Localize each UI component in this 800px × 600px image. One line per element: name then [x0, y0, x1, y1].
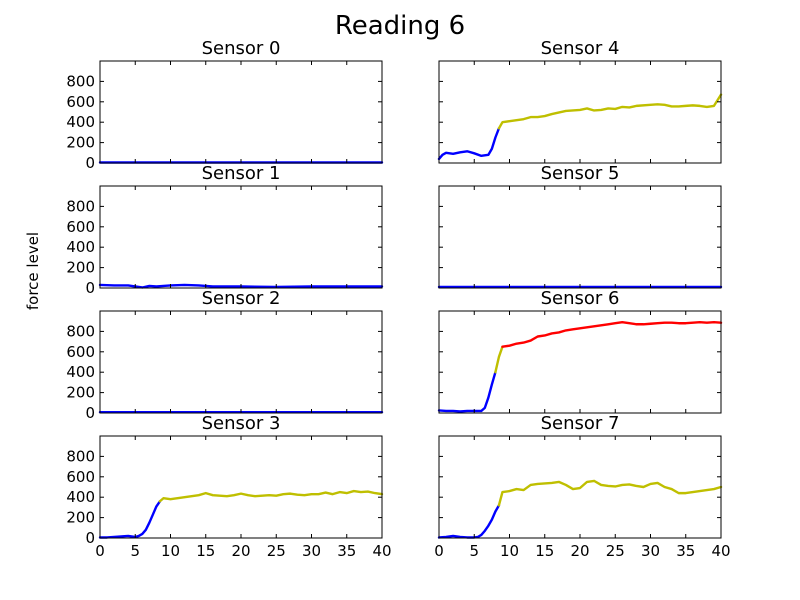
subplot-5: Sensor 6 [437, 288, 723, 414]
subplot-title: Sensor 0 [202, 38, 281, 59]
x-tick-label: 40 [372, 542, 391, 560]
series-line-2 [501, 321, 723, 348]
subplot-title: Sensor 7 [541, 413, 620, 434]
x-tick-label: 10 [500, 542, 519, 560]
y-tick-label: 800 [66, 447, 95, 465]
x-tick-label: 30 [302, 542, 321, 560]
axes-frame [438, 60, 722, 164]
x-tick-label: 0 [434, 542, 444, 560]
x-tick-label: 0 [95, 542, 105, 560]
x-tick-label: 30 [641, 542, 660, 560]
series-line-0 [437, 127, 501, 161]
x-tick-label: 5 [130, 542, 140, 560]
subplot-title: Sensor 4 [541, 38, 620, 59]
y-tick-label: 600 [66, 93, 95, 111]
y-tick-label: 400 [66, 113, 95, 131]
axes-frame [99, 60, 383, 164]
y-tick-label: 800 [66, 197, 95, 215]
x-tick-label: 25 [267, 542, 286, 560]
axes-frame [99, 310, 383, 414]
subplot-7: 0 5 10 15 20 25 30 35 40 Sensor 7 [434, 413, 730, 560]
y-tick-label: 600 [66, 343, 95, 361]
subplot-title: Sensor 3 [202, 413, 281, 434]
y-tick-label: 200 [66, 134, 95, 152]
axes-frame [438, 185, 722, 289]
y-tick-label: 0 [85, 529, 95, 547]
series-line-0 [437, 371, 497, 413]
series-line-1 [497, 93, 723, 130]
axes-frame [99, 185, 383, 289]
x-tick-label: 5 [469, 542, 479, 560]
y-tick-label: 600 [66, 218, 95, 236]
x-tick-label: 15 [196, 542, 215, 560]
x-tick-label: 35 [676, 542, 695, 560]
x-tick-label: 20 [570, 542, 589, 560]
subplot-title: Sensor 2 [202, 288, 281, 309]
subplot-title: Sensor 1 [202, 163, 281, 184]
subplot-3: Sensor 5 [437, 163, 723, 289]
y-tick-label: 200 [66, 384, 95, 402]
y-axis-label: force level [24, 232, 42, 310]
axes-frame [438, 310, 722, 414]
y-tick-label: 200 [66, 259, 95, 277]
axes-frame [99, 435, 383, 539]
y-tick-label: 0 [85, 154, 95, 172]
y-tick-label: 0 [85, 279, 95, 297]
y-tick-label: 400 [66, 238, 95, 256]
y-tick-label: 400 [66, 363, 95, 381]
subplot-0: 0 200 400 600 800 Sensor 0 [66, 38, 384, 172]
figure-title: Reading 6 [335, 11, 465, 41]
x-tick-label: 15 [535, 542, 554, 560]
x-tick-label: 20 [231, 542, 250, 560]
series-line-1 [494, 345, 504, 374]
x-tick-label: 40 [711, 542, 730, 560]
x-tick-label: 25 [606, 542, 625, 560]
subplot-title: Sensor 5 [541, 163, 620, 184]
series-line-0 [98, 500, 162, 539]
y-tick-label: 0 [85, 404, 95, 422]
series-line-0 [98, 283, 384, 289]
series-line-1 [497, 479, 723, 507]
x-tick-label: 35 [337, 542, 356, 560]
subplot-1: Sensor 4 [437, 38, 723, 164]
y-tick-label: 800 [66, 72, 95, 90]
subplot-4: 0 200 400 600 800 Sensor 2 [66, 288, 384, 422]
series-line-1 [158, 489, 384, 503]
y-tick-label: 600 [66, 468, 95, 486]
subplot-2: 0 200 400 600 800 Sensor 1 [66, 163, 384, 297]
subplot-title: Sensor 6 [541, 288, 620, 309]
series-line-0 [437, 504, 501, 539]
y-tick-label: 400 [66, 488, 95, 506]
y-tick-label: 200 [66, 509, 95, 527]
x-tick-label: 10 [161, 542, 180, 560]
y-tick-label: 800 [66, 322, 95, 340]
